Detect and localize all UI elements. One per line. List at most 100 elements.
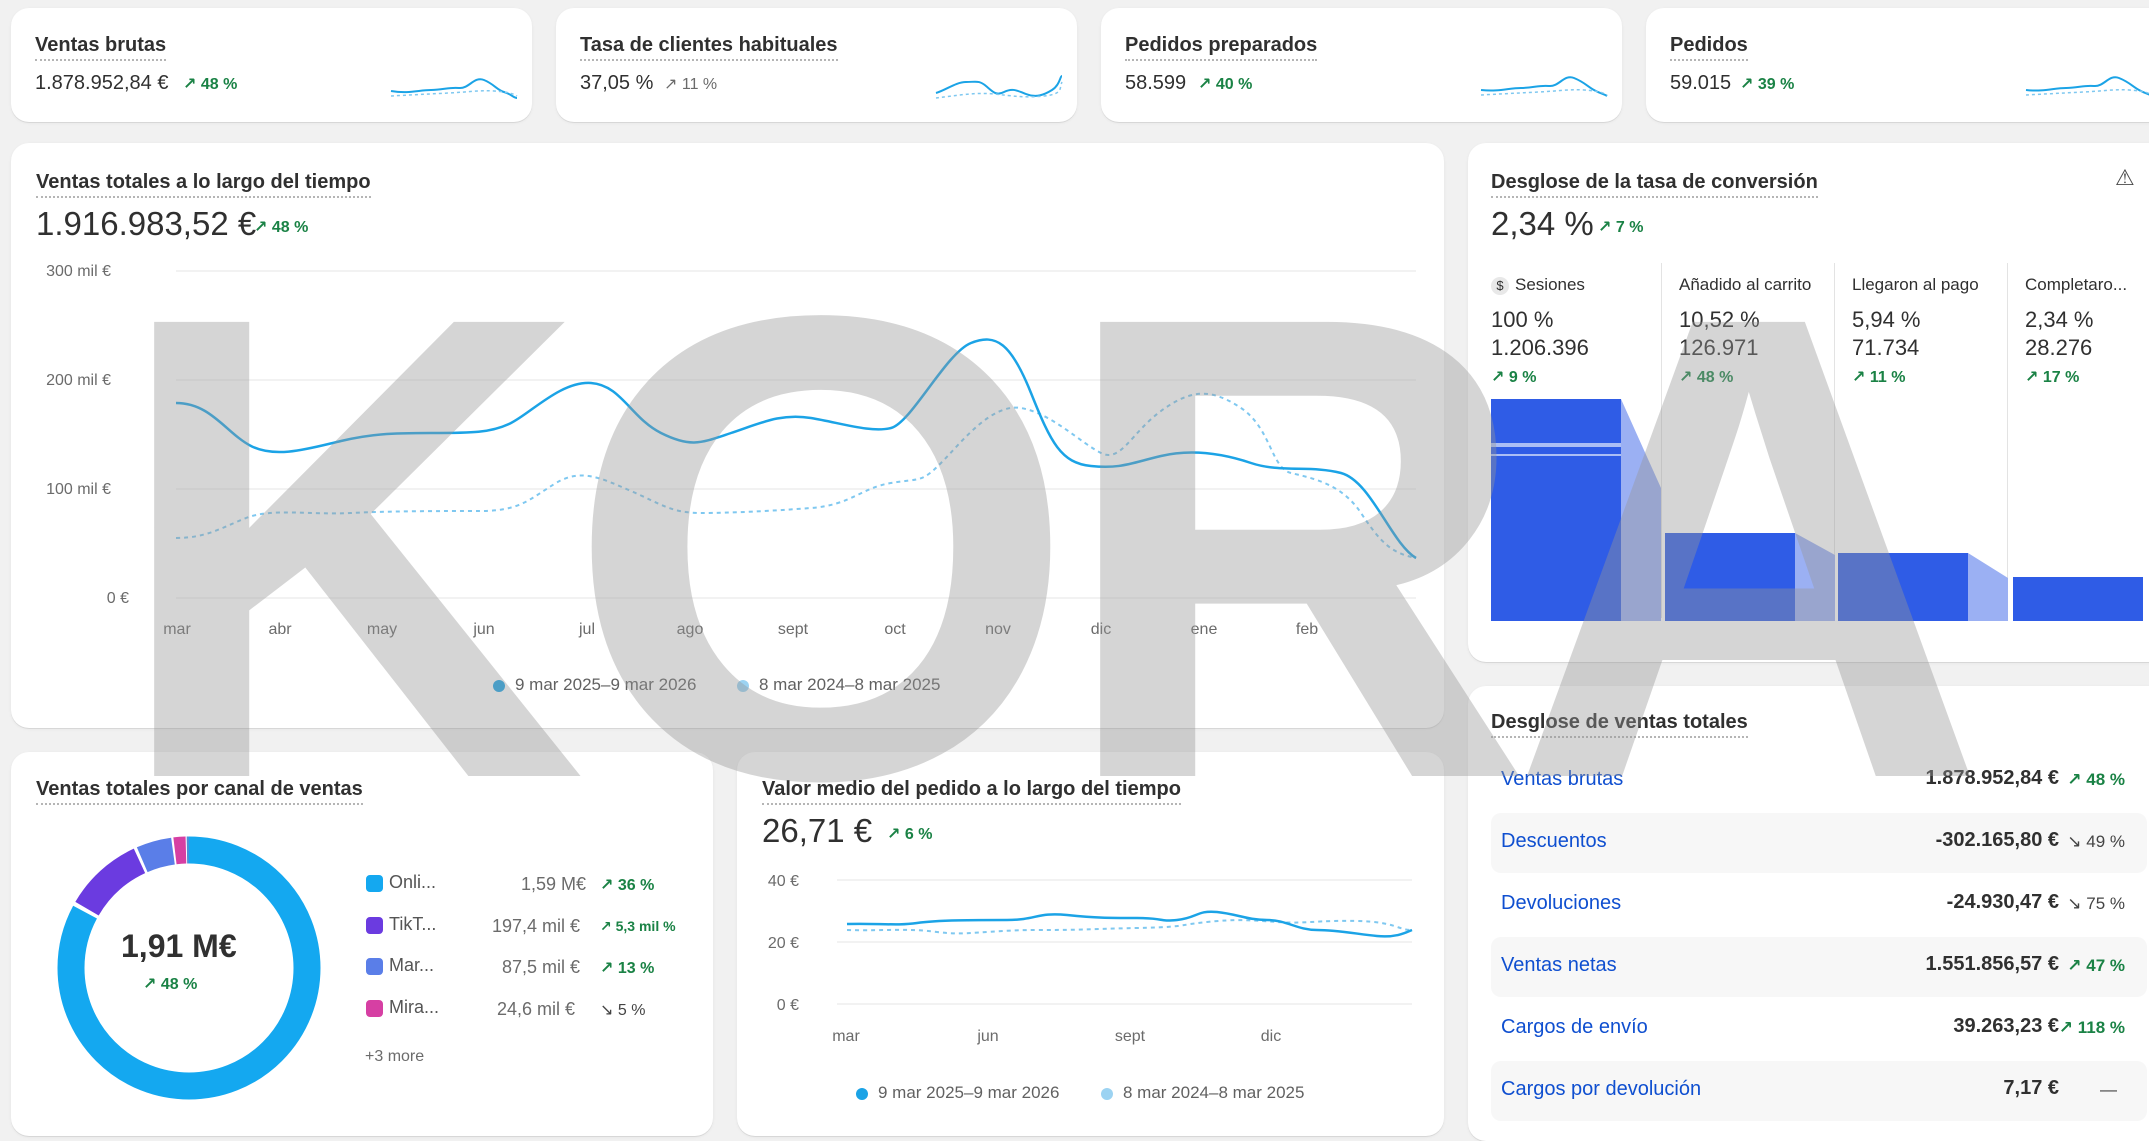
kpi-title[interactable]: Pedidos preparados xyxy=(1125,34,1318,61)
kpi-change: ↗ 48 % xyxy=(183,76,238,93)
channel-legend-item[interactable]: Mar... xyxy=(366,955,434,976)
channel-title[interactable]: Ventas totales por canal de ventas xyxy=(36,778,363,805)
y-tick: 100 mil € xyxy=(46,481,111,498)
color-swatch xyxy=(366,874,383,892)
kpi-title[interactable]: Pedidos xyxy=(1670,34,1748,61)
breakdown-link[interactable]: Devoluciones xyxy=(1501,892,1622,914)
channel-legend-item[interactable]: Onli... xyxy=(366,872,436,893)
kpi-title[interactable]: Tasa de clientes habituales xyxy=(580,34,838,61)
arrow-up-icon: ↗ xyxy=(1740,76,1754,93)
arrow-up-icon: ↗ xyxy=(1198,76,1212,93)
breakdown-row-discounts[interactable]: Descuentos -302.165,80 € ↘ 49 % xyxy=(1491,813,2147,873)
sales-line-chart[interactable]: 300 mil € 200 mil € 100 mil € 0 € mar ab… xyxy=(11,143,1444,728)
kpi-value: 1.878.952,84 € xyxy=(35,72,169,94)
breakdown-amount: 1.878.952,84 € xyxy=(1925,767,2059,789)
x-tick: jun xyxy=(472,621,494,638)
kpi-change: ↗ 11 % xyxy=(664,76,718,93)
breakdown-link[interactable]: Ventas brutas xyxy=(1501,768,1624,790)
kpi-card-fulfilled-orders[interactable]: Pedidos preparados 58.599 ↗ 40 % xyxy=(1101,8,1622,122)
aov-title[interactable]: Valor medio del pedido a lo largo del ti… xyxy=(762,778,1181,805)
channel-value: 87,5 mil € xyxy=(502,957,581,977)
x-tick: jun xyxy=(976,1028,998,1045)
arrow-up-icon: ↗ xyxy=(2067,956,2082,975)
channel-value: 1,59 M€ xyxy=(521,874,587,894)
sales-breakdown-card: Desglose de ventas totales Ventas brutas… xyxy=(1468,686,2149,1141)
legend-previous[interactable]: 8 mar 2024–8 mar 2025 xyxy=(1101,1083,1304,1103)
kpi-value: 59.015 xyxy=(1670,72,1732,94)
series-current-year xyxy=(846,910,1413,938)
x-tick: mar xyxy=(832,1028,860,1045)
warning-icon[interactable]: ⚠ xyxy=(2115,165,2135,190)
breakdown-row-net-sales[interactable]: Ventas netas 1.551.856,57 € ↗ 47 % xyxy=(1491,937,2147,997)
more-channels-link[interactable]: +3 more xyxy=(365,1048,425,1065)
x-tick: nov xyxy=(985,621,1011,638)
legend-previous[interactable]: 8 mar 2024–8 mar 2025 xyxy=(737,675,940,695)
channel-legend-item[interactable]: Mira... xyxy=(366,997,439,1018)
arrow-up-icon: ↗ xyxy=(1679,369,1693,386)
funnel-step-added-to-cart[interactable]: Añadido al carrito 10,52 % 126.971 ↗ 48 … xyxy=(1679,275,1812,386)
kpi-change: ↗ 39 % xyxy=(1740,76,1795,93)
breakdown-change: ↗ 118 % xyxy=(2058,1018,2125,1037)
x-tick: jul xyxy=(578,621,595,638)
channel-change: ↗ 13 % xyxy=(600,960,655,977)
aov-value: 26,71 € xyxy=(762,812,873,849)
arrow-up-icon: ↗ xyxy=(1852,369,1866,386)
color-swatch xyxy=(366,957,383,975)
sales-over-time-card: Ventas totales a lo largo del tiempo 1.9… xyxy=(11,143,1444,728)
funnel-step-reached-checkout[interactable]: Llegaron al pago 5,94 % 71.734 ↗ 11 % xyxy=(1852,275,1979,386)
arrow-up-icon: ↗ xyxy=(600,877,614,894)
x-tick: ago xyxy=(677,621,704,638)
breakdown-change: ↗ 47 % xyxy=(2067,956,2125,975)
legend-current[interactable]: 9 mar 2025–9 mar 2026 xyxy=(493,675,696,695)
kpi-title[interactable]: Ventas brutas xyxy=(35,34,167,61)
funnel-step-sessions[interactable]: $ Sesiones 100 % 1.206.396 ↗ 9 % xyxy=(1491,275,1589,386)
kpi-card-orders[interactable]: Pedidos 59.015 ↗ 39 % xyxy=(1646,8,2149,122)
channel-legend-item[interactable]: TikT... xyxy=(366,914,436,935)
breakdown-title[interactable]: Desglose de ventas totales xyxy=(1491,711,1748,738)
funnel-step-completed[interactable]: Completaro... 2,34 % 28.276 ↗ 17 % xyxy=(2025,275,2128,386)
series-current-year xyxy=(175,338,1417,560)
aov-change: ↗ 6 % xyxy=(887,826,933,843)
kpi-value: 37,05 % xyxy=(580,72,654,94)
arrow-up-icon: ↗ xyxy=(183,76,197,93)
x-tick: abr xyxy=(268,621,292,638)
sparkline xyxy=(2025,76,2149,96)
breakdown-row-returns[interactable]: Devoluciones -24.930,47 € ↘ 75 % xyxy=(1491,875,2147,935)
kpi-change: ↗ 40 % xyxy=(1198,76,1253,93)
conversion-card: Desglose de la tasa de conversión ⚠ 2,34… xyxy=(1468,143,2149,662)
funnel-chart[interactable] xyxy=(1468,143,2149,662)
arrow-up-icon: ↗ xyxy=(2067,770,2082,789)
kpi-card-returning-rate[interactable]: Tasa de clientes habituales 37,05 % ↗ 11… xyxy=(556,8,1077,122)
aov-line-chart[interactable]: 40 € 20 € 0 € mar jun sept dic xyxy=(737,752,1444,1136)
breakdown-link[interactable]: Cargos de envío xyxy=(1501,1016,1648,1038)
y-tick: 40 € xyxy=(768,873,799,890)
donut-center-value: 1,91 M€ xyxy=(121,928,237,964)
x-tick: ene xyxy=(1191,621,1218,638)
channel-value: 197,4 mil € xyxy=(492,916,581,936)
y-tick: 300 mil € xyxy=(46,263,111,280)
arrow-up-icon: ↗ xyxy=(600,960,614,977)
kpi-card-gross-sales[interactable]: Ventas brutas 1.878.952,84 € ↗ 48 % xyxy=(11,8,532,122)
breakdown-link[interactable]: Descuentos xyxy=(1501,830,1607,852)
sales-total: 1.916.983,52 € xyxy=(36,205,257,242)
breakdown-link[interactable]: Ventas netas xyxy=(1501,954,1617,976)
donut-chart[interactable] xyxy=(49,828,329,1108)
breakdown-row-return-fees[interactable]: Cargos por devolución 7,17 € — xyxy=(1491,1061,2147,1121)
color-swatch xyxy=(366,916,383,934)
breakdown-change: ↗ 48 % xyxy=(2067,770,2125,789)
channel-sales-card: Ventas totales por canal de ventas 1,91 … xyxy=(11,752,713,1136)
chart-title[interactable]: Ventas totales a lo largo del tiempo xyxy=(36,171,371,198)
breakdown-row-shipping[interactable]: Cargos de envío 39.263,23 € ↗ 118 % xyxy=(1491,999,2147,1059)
x-tick: mar xyxy=(163,621,191,638)
x-tick: feb xyxy=(1296,621,1318,638)
channel-value: 24,6 mil € xyxy=(497,999,576,1019)
color-swatch xyxy=(366,999,383,1017)
breakdown-amount: 7,17 € xyxy=(2003,1077,2059,1099)
breakdown-amount: -302.165,80 € xyxy=(1935,829,2059,851)
sales-change: ↗ 48 % xyxy=(254,219,309,236)
breakdown-row-gross-sales[interactable]: Ventas brutas 1.878.952,84 € ↗ 48 % xyxy=(1491,751,2147,811)
legend-current[interactable]: 9 mar 2025–9 mar 2026 xyxy=(856,1083,1059,1103)
sessions-icon: $ xyxy=(1491,277,1509,295)
conversion-title[interactable]: Desglose de la tasa de conversión xyxy=(1491,171,1818,198)
breakdown-link[interactable]: Cargos por devolución xyxy=(1501,1078,1702,1100)
